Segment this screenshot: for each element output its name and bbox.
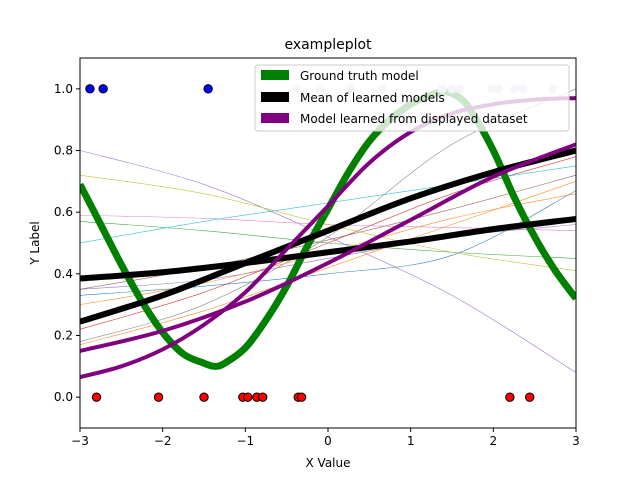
- x-tick-label: −3: [71, 434, 89, 448]
- legend-swatch-displayed-model: [261, 113, 289, 123]
- y-tick-label: 0.0: [54, 390, 73, 404]
- y-tick-label: 1.0: [54, 82, 73, 96]
- dataset-point-label1: [98, 84, 108, 94]
- y-tick-label: 0.6: [54, 205, 73, 219]
- background-model-line-0: [80, 190, 576, 296]
- dataset-point-label1: [85, 84, 95, 94]
- x-tick-label: 0: [324, 434, 332, 448]
- background-model-line-3: [80, 156, 576, 330]
- chart-title: exampleplot: [284, 37, 372, 53]
- x-tick-label: −1: [236, 434, 254, 448]
- legend-swatch-ground-truth: [261, 70, 289, 80]
- x-tick-label: 3: [572, 434, 580, 448]
- dataset-point-label0: [296, 392, 307, 402]
- legend-label-mean-models: Mean of learned models: [300, 91, 445, 105]
- background-model-line-5: [80, 174, 576, 290]
- dataset-point-label0: [505, 392, 515, 402]
- mean-model-line-0: [80, 147, 576, 325]
- dataset-point-label0: [243, 392, 253, 402]
- y-tick-label: 0.4: [54, 267, 73, 281]
- dataset-point-label0: [199, 392, 209, 402]
- y-tick-label: 0.8: [54, 144, 73, 158]
- legend-label-displayed-model: Model learned from displayed dataset: [300, 112, 528, 126]
- x-tick-label: 1: [407, 434, 415, 448]
- legend-swatch-mean-models: [261, 92, 289, 102]
- background-model-line-8: [80, 174, 576, 272]
- background-model-line-1: [80, 181, 576, 346]
- x-axis-ticks: −3 −2 −1 0 1 2 3: [71, 428, 580, 448]
- dataset-point-label0: [91, 392, 102, 402]
- y-tick-label: 0.2: [54, 329, 73, 343]
- y-axis-label: Y Label: [28, 221, 42, 266]
- legend-label-ground-truth: Ground truth model: [300, 69, 419, 83]
- dataset-point-label0: [525, 392, 535, 402]
- dataset-point-label0: [257, 392, 268, 402]
- mean-model-line-1: [80, 215, 576, 282]
- x-tick-label: −2: [154, 434, 172, 448]
- y-axis-ticks: 0.0 0.2 0.4 0.6 0.8 1.0: [54, 82, 80, 404]
- displayed-model-line-1: [80, 142, 576, 353]
- dataset-point-label1: [203, 84, 213, 94]
- x-tick-label: 2: [490, 434, 498, 448]
- x-axis-label: X Value: [306, 456, 351, 470]
- dataset-point-label0: [153, 392, 164, 402]
- ground-truth-line: [80, 88, 576, 370]
- legend: Ground truth model Mean of learned model…: [254, 64, 570, 132]
- legend-box: [254, 64, 570, 132]
